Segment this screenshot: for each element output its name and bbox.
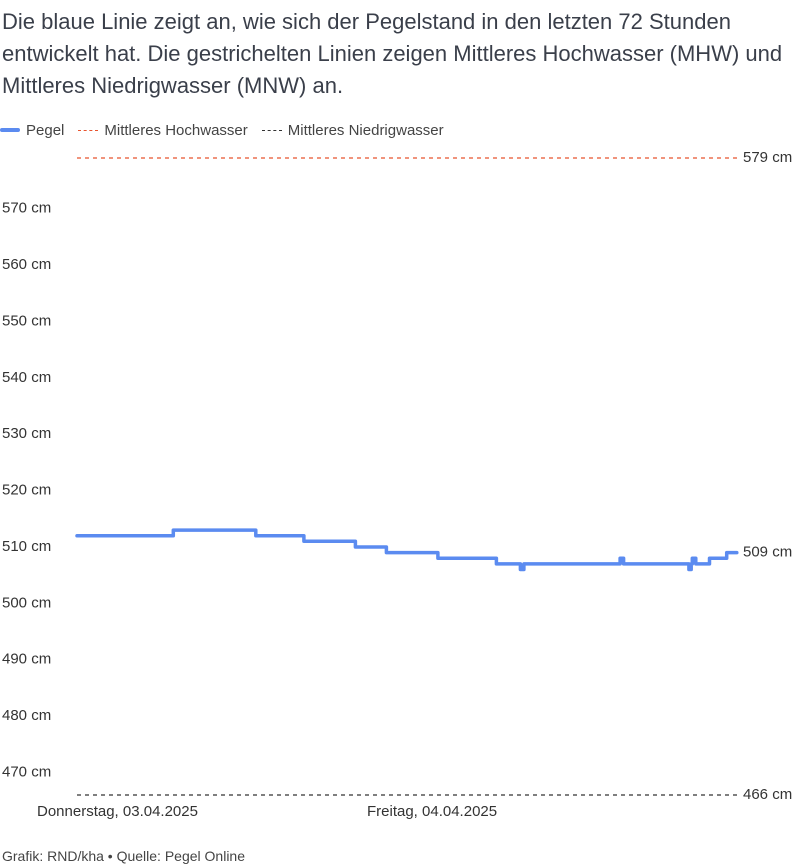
mnw-value-label: 466 cm	[743, 786, 792, 803]
pegel-series-line	[75, 528, 739, 572]
legend-item-mnw: Mittleres Niedrigwasser	[261, 121, 444, 139]
y-tick-label: 530 cm	[2, 425, 51, 442]
legend-swatch-pegel	[0, 128, 20, 132]
legend-label-pegel: Pegel	[26, 121, 65, 139]
chart-footer: Grafik: RND/kha • Quelle: Pegel Online	[2, 848, 246, 864]
legend-swatch-mnw	[261, 129, 282, 131]
y-tick-label: 510 cm	[2, 538, 51, 555]
x-tick-label: Donnerstag, 03.04.2025	[37, 803, 198, 820]
legend-item-pegel: Pegel	[0, 122, 64, 139]
y-tick-label: 560 cm	[2, 256, 51, 273]
y-tick-label: 540 cm	[2, 369, 51, 386]
legend-swatch-mhw	[78, 129, 99, 131]
y-tick-label: 550 cm	[2, 312, 51, 329]
y-tick-label: 570 cm	[2, 200, 51, 217]
chart-subtitle: Die blaue Linie zeigt an, wie sich der P…	[2, 9, 783, 98]
pegel-last-value-label: 509 cm	[743, 544, 792, 561]
x-tick-label: Freitag, 04.04.2025	[367, 803, 497, 820]
chart-legend: Pegel Mittleres Hochwasser Mittleres Nie…	[0, 119, 458, 141]
y-tick-label: 470 cm	[2, 763, 51, 780]
legend-label-mhw: Mittleres Hochwasser	[104, 121, 248, 139]
legend-label-mnw: Mittleres Niedrigwasser	[287, 121, 444, 139]
y-tick-label: 490 cm	[2, 651, 51, 668]
legend-item-mhw: Mittleres Hochwasser	[78, 121, 248, 139]
y-tick-label: 480 cm	[2, 707, 51, 724]
y-tick-label: 500 cm	[2, 594, 51, 611]
mhw-value-label: 579 cm	[743, 149, 792, 166]
y-tick-label: 520 cm	[2, 482, 51, 499]
